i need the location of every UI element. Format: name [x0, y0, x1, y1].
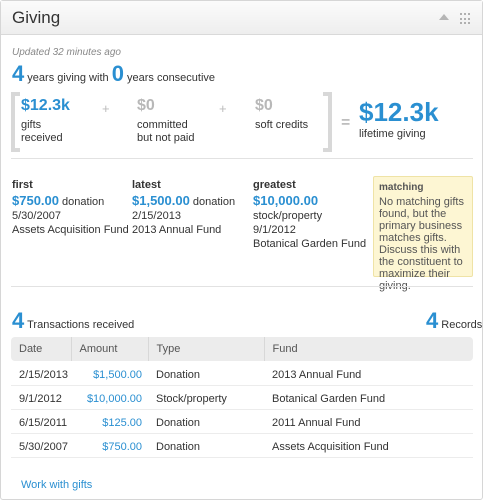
greatest-gift: greatest $10,000.00 stock/property 9/1/2…	[253, 179, 366, 250]
greatest-gift-amount: $10,000.00	[253, 193, 319, 208]
column-header-amount[interactable]: Amount	[71, 337, 149, 361]
greatest-gift-fund: Botanical Garden Fund	[253, 238, 367, 250]
drag-grip-icon[interactable]	[460, 13, 472, 25]
chevron-up-icon[interactable]	[439, 14, 449, 20]
cell-amount[interactable]: $1,500.00	[71, 361, 148, 386]
cell-type: Donation	[148, 433, 264, 458]
first-gift: first $750.00 donation 5/30/2007 Assets …	[12, 179, 129, 236]
table-row[interactable]: 5/30/2007 $750.00 Donation Assets Acquis…	[11, 433, 473, 458]
matching-heading: matching	[379, 182, 424, 193]
years-giving-text: years giving with	[24, 72, 112, 84]
cell-type: Stock/property	[148, 385, 264, 410]
soft-credits-value: $0	[255, 97, 273, 114]
work-with-gifts-link[interactable]: Work with gifts	[21, 479, 93, 491]
column-header-fund[interactable]: Fund	[264, 337, 473, 361]
gifts-received-label-1: gifts	[21, 119, 42, 131]
transactions-table: Date Amount Type Fund 2/15/2013 $1,500.0…	[11, 337, 473, 458]
table-row[interactable]: 6/15/2011 $125.00 Donation 2011 Annual F…	[11, 409, 473, 434]
transactions-count-label: Transactions received	[24, 319, 135, 331]
column-header-date[interactable]: Date	[11, 337, 72, 361]
first-gift-date: 5/30/2007	[12, 210, 61, 222]
latest-gift: latest $1,500.00 donation 2/15/2013 2013…	[132, 179, 235, 236]
latest-gift-amount: $1,500.00	[132, 193, 190, 208]
first-gift-amount: $750.00	[12, 193, 59, 208]
latest-gift-type: donation	[189, 196, 236, 208]
years-giving-count: 4	[12, 61, 25, 86]
years-consecutive-count: 0	[111, 61, 124, 86]
matching-gifts-notice: matching No matching gifts found, but th…	[373, 176, 473, 292]
soft-credits-label: soft credits	[255, 119, 309, 131]
cell-date: 5/30/2007	[11, 433, 71, 458]
updated-timestamp: Updated 32 minutes ago	[12, 47, 121, 58]
table-row[interactable]: 9/1/2012 $10,000.00 Stock/property Botan…	[11, 385, 473, 410]
greatest-gift-type: stock/property	[253, 210, 323, 222]
cell-fund: 2011 Annual Fund	[264, 409, 473, 434]
first-gift-heading: first	[12, 179, 33, 191]
left-bracket	[11, 92, 20, 152]
table-header-row: Date Amount Type Fund	[11, 337, 473, 361]
transactions-count: 4 Transactions received	[12, 308, 134, 334]
cell-type: Donation	[148, 361, 264, 386]
greatest-gift-heading: greatest	[253, 179, 296, 191]
first-gift-type: donation	[59, 196, 105, 208]
divider	[11, 158, 473, 159]
plus-sign: +	[219, 101, 227, 116]
years-consecutive-text: years consecutive	[123, 72, 216, 84]
committed-stat: $0 committed but not paid	[137, 97, 195, 145]
panel-header: Giving	[1, 1, 482, 35]
equals-sign: =	[341, 114, 351, 131]
cell-amount[interactable]: $750.00	[71, 433, 148, 458]
lifetime-giving-value: $12.3k	[359, 97, 439, 127]
lifetime-giving-stat: $12.3k lifetime giving	[359, 97, 439, 140]
gifts-received-stat: $12.3k gifts received	[21, 97, 70, 145]
gifts-received-label-2: received	[21, 132, 63, 144]
committed-value: $0	[137, 97, 155, 114]
latest-gift-heading: latest	[132, 179, 161, 191]
transactions-count-value: 4	[12, 308, 25, 333]
soft-credits-stat: $0 soft credits	[255, 97, 308, 132]
cell-fund: Botanical Garden Fund	[264, 385, 473, 410]
records-count: 4 Records	[426, 308, 482, 334]
committed-label-1: committed	[137, 119, 188, 131]
cell-fund: 2013 Annual Fund	[264, 361, 473, 386]
committed-label-2: but not paid	[137, 132, 195, 144]
table-row[interactable]: 2/15/2013 $1,500.00 Donation 2013 Annual…	[11, 361, 473, 386]
column-header-type[interactable]: Type	[148, 337, 265, 361]
divider	[11, 286, 473, 287]
panel-title: Giving	[12, 8, 61, 27]
cell-date: 2/15/2013	[11, 361, 71, 386]
matching-body: No matching gifts found, but the primary…	[379, 196, 464, 292]
cell-date: 6/15/2011	[11, 409, 71, 434]
gifts-received-value: $12.3k	[21, 97, 70, 114]
right-bracket	[323, 92, 332, 152]
cell-amount[interactable]: $125.00	[71, 409, 148, 434]
first-gift-fund: Assets Acquisition Fund	[12, 224, 129, 236]
cell-amount[interactable]: $10,000.00	[71, 385, 148, 410]
cell-type: Donation	[148, 409, 264, 434]
cell-fund: Assets Acquisition Fund	[264, 433, 473, 458]
plus-sign: +	[102, 101, 110, 116]
latest-gift-fund: 2013 Annual Fund	[132, 224, 222, 236]
greatest-gift-date: 9/1/2012	[253, 224, 296, 236]
years-summary: 4 years giving with 0 years consecutive	[12, 61, 215, 87]
lifetime-giving-label: lifetime giving	[359, 128, 426, 140]
cell-date: 9/1/2012	[11, 385, 71, 410]
records-count-value: 4	[426, 308, 439, 333]
records-count-label: Records	[438, 319, 483, 331]
latest-gift-date: 2/15/2013	[132, 210, 181, 222]
